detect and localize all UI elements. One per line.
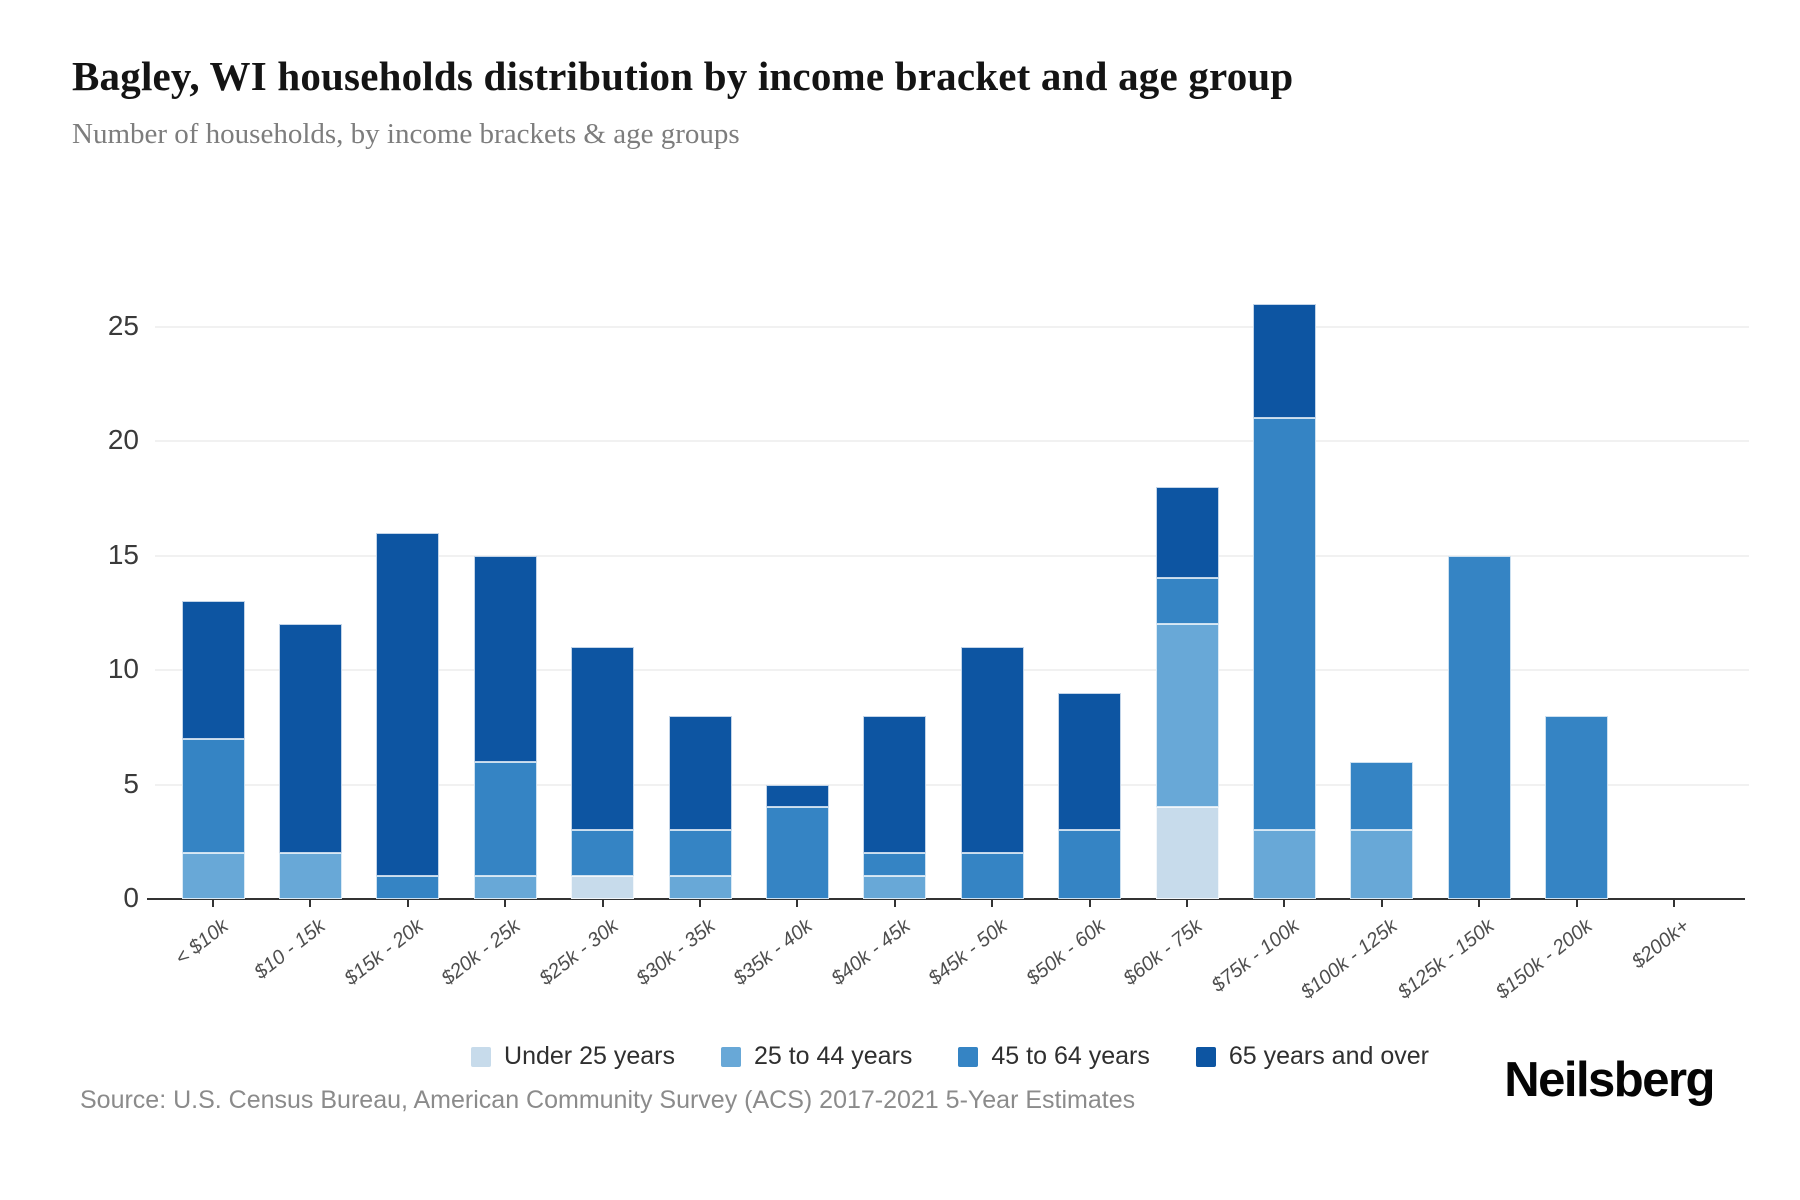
x-axis-line xyxy=(147,898,1745,900)
bar-segment-65-years-and-over xyxy=(571,647,635,831)
bar-segment-65-years-and-over xyxy=(473,555,537,762)
bar-segment-45-to-64-years xyxy=(1447,555,1511,899)
x-axis-tick xyxy=(1673,899,1675,907)
bar-segment-25-to-44-years xyxy=(181,853,245,899)
bar-segment-65-years-and-over xyxy=(765,784,829,808)
x-axis-tick xyxy=(893,899,896,907)
bar-segment-under-25-years xyxy=(571,876,635,899)
neilsberg-logo: Neilsberg xyxy=(1504,1053,1715,1107)
bar-segment-45-to-64-years xyxy=(181,738,245,854)
bar-segment-45-to-64-years xyxy=(571,830,635,877)
bar-segment-45-to-64-years xyxy=(1155,578,1219,625)
legend-swatch xyxy=(1195,1046,1216,1067)
bar-segment-under-25-years xyxy=(1155,807,1219,899)
bar-segment-45-to-64-years xyxy=(1545,715,1609,899)
bar-segment-45-to-64-years xyxy=(376,876,440,899)
bar-segment-25-to-44-years xyxy=(1155,624,1219,808)
bar-segment-45-to-64-years xyxy=(1252,418,1316,831)
y-axis-tick-label: 15 xyxy=(107,538,139,570)
x-axis-tick xyxy=(309,899,312,907)
x-axis-tick xyxy=(796,899,799,907)
legend-swatch xyxy=(720,1046,741,1067)
source-note: Source: U.S. Census Bureau, American Com… xyxy=(80,1086,1136,1114)
y-axis-tick-label: 20 xyxy=(107,424,139,455)
legend-label: 65 years and over xyxy=(1228,1042,1429,1070)
bar-segment-45-to-64-years xyxy=(1058,830,1122,899)
bar-segment-65-years-and-over xyxy=(1252,303,1316,419)
bar-segment-45-to-64-years xyxy=(765,807,829,899)
bar-segment-65-years-and-over xyxy=(1155,486,1219,579)
x-axis-tick xyxy=(699,899,701,907)
y-axis-tick-label: 10 xyxy=(107,653,139,684)
x-axis-tick xyxy=(1575,899,1578,907)
bar-segment-65-years-and-over xyxy=(376,532,440,877)
legend-swatch xyxy=(958,1046,979,1067)
gridline-20 xyxy=(155,440,1749,442)
bar-segment-65-years-and-over xyxy=(181,601,245,739)
bar-segment-45-to-64-years xyxy=(863,853,927,877)
x-axis-tick xyxy=(406,899,409,907)
gridline-5 xyxy=(155,783,1749,786)
x-axis-tick xyxy=(601,899,604,907)
bar-segment-45-to-64-years xyxy=(1350,761,1414,831)
bar-segment-65-years-and-over xyxy=(668,715,732,831)
legend-label: 45 to 64 years xyxy=(991,1042,1150,1070)
bar-segment-25-to-44-years xyxy=(1350,830,1414,899)
bar-segment-45-to-64-years xyxy=(960,853,1024,899)
gridline-25 xyxy=(155,325,1749,328)
legend-swatch xyxy=(471,1046,492,1067)
legend-item-under-25-years: Under 25 years xyxy=(471,1042,675,1071)
bar-segment-25-to-44-years xyxy=(863,876,927,899)
bar-segment-65-years-and-over xyxy=(960,647,1024,854)
x-axis-tick xyxy=(991,899,994,907)
legend: Under 25 years 25 to 44 years 45 to 64 yea… xyxy=(155,1042,1745,1071)
bar-segment-25-to-44-years xyxy=(278,853,342,899)
legend-item-65-years-and-over: 65 years and over xyxy=(1195,1042,1429,1071)
x-axis-tick xyxy=(1380,899,1383,907)
bar-segment-25-to-44-years xyxy=(473,876,537,899)
y-axis-tick-label: 5 xyxy=(123,767,139,799)
y-axis-tick-label: 25 xyxy=(107,309,139,341)
chart-subtitle: Number of households, by income brackets… xyxy=(72,118,740,150)
gridline-10 xyxy=(155,669,1749,671)
chart-title: Bagley, WI households distribution by in… xyxy=(72,53,1294,99)
x-axis-tick xyxy=(504,899,507,907)
x-axis-tick xyxy=(1186,899,1188,907)
legend-item-25-to-44-years: 25 to 44 years xyxy=(720,1042,913,1071)
x-axis-tick xyxy=(1088,899,1091,907)
bar-segment-45-to-64-years xyxy=(668,830,732,877)
legend-item-45-to-64-years: 45 to 64 years xyxy=(958,1042,1150,1071)
bar-segment-65-years-and-over xyxy=(278,624,342,854)
legend-label: 25 to 44 years xyxy=(753,1042,913,1070)
x-axis-tick xyxy=(212,899,214,907)
bar-segment-65-years-and-over xyxy=(1058,692,1122,831)
bar-segment-25-to-44-years xyxy=(668,876,732,899)
x-axis-tick xyxy=(1478,899,1481,907)
bar-segment-65-years-and-over xyxy=(863,715,927,854)
bar-segment-45-to-64-years xyxy=(473,761,537,877)
plot-area: 0 5 10 15 20 25 < $10k $10 - 15k $15k - 20k $20k … xyxy=(108,259,1749,1004)
bar-segment-25-to-44-years xyxy=(1252,830,1316,899)
legend-label: Under 25 years xyxy=(504,1042,675,1070)
x-axis-tick xyxy=(1283,899,1286,907)
gridline-15 xyxy=(155,554,1749,557)
y-axis-tick-label: 0 xyxy=(123,882,139,913)
